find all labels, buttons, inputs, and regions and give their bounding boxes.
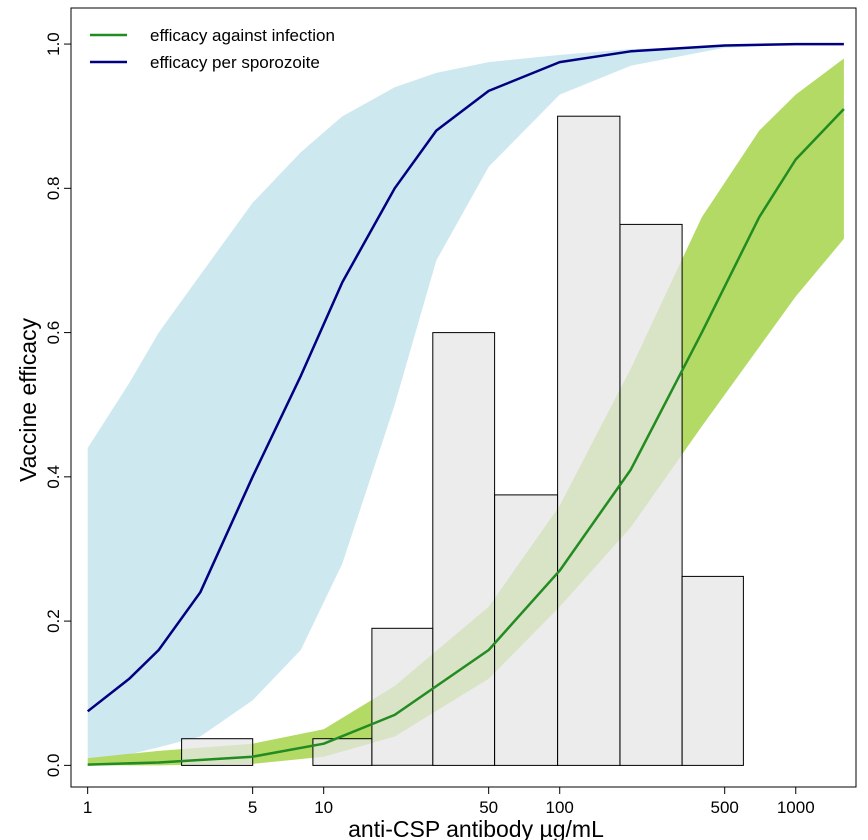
y-axis: 0.0 0.2 0.4 0.6 0.8 1.0 [44, 32, 71, 777]
y-axis-title: Vaccine efficacy [15, 317, 41, 482]
histogram-bar [371, 627, 434, 766]
x-tick-label: 10 [314, 798, 333, 817]
histogram-bar [432, 332, 496, 766]
series-lines [86, 42, 845, 766]
legend-label-sporozoite: efficacy per sporozoite [150, 53, 320, 72]
legend-label-infection: efficacy against infection [150, 26, 335, 45]
histogram-bar [619, 223, 683, 766]
histogram-bar [494, 494, 559, 766]
x-axis-title: anti-CSP antibody µg/mL [348, 816, 604, 840]
x-tick-label: 100 [546, 798, 574, 817]
x-axis: 1 5 10 50 100 500 1000 [83, 787, 815, 817]
histogram-bar [557, 115, 621, 766]
x-tick-label: 5 [248, 798, 257, 817]
confidence-bands [87, 44, 844, 766]
y-tick-label: 0.2 [44, 609, 63, 633]
x-tick-label: 1000 [777, 798, 815, 817]
band-sporozoite [87, 44, 844, 759]
y-tick-label: 0.4 [44, 465, 63, 489]
legend: efficacy against infection efficacy per … [90, 26, 335, 72]
x-tick-label: 500 [711, 798, 739, 817]
band-infection [87, 58, 844, 766]
x-tick-label: 1 [83, 798, 92, 817]
line-sporozoite [86, 42, 844, 713]
y-tick-label: 0.8 [44, 177, 63, 201]
y-tick-label: 0.6 [44, 321, 63, 345]
plot-frame [70, 7, 857, 788]
y-tick-label: 1.0 [44, 32, 63, 56]
histogram-bar [312, 738, 373, 766]
line-infection [87, 108, 845, 766]
histogram-bar [681, 575, 744, 766]
y-tick-label: 0.0 [44, 754, 63, 778]
x-tick-label: 50 [479, 798, 498, 817]
